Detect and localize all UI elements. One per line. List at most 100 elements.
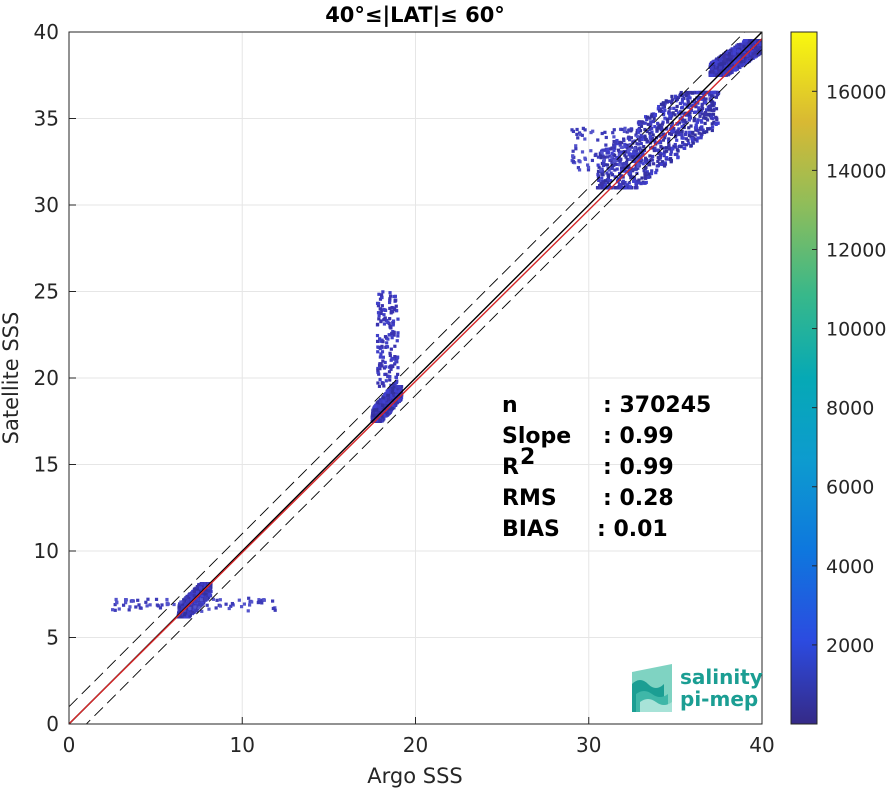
density-cell: [230, 601, 235, 606]
density-cell: [376, 345, 380, 349]
density-cell: [695, 120, 699, 125]
y-tick-label: 20: [34, 366, 59, 390]
colorbar-tick-label: 4000: [826, 556, 874, 578]
density-cell: [598, 183, 602, 188]
density-cell: [628, 185, 632, 189]
density-cell: [623, 126, 627, 130]
density-cell: [638, 138, 642, 142]
density-cell: [745, 53, 749, 57]
density-cell: [663, 136, 667, 140]
density-cell: [710, 115, 714, 119]
density-cell: [636, 130, 641, 134]
density-cell: [643, 121, 647, 125]
density-cell: [660, 162, 664, 167]
density-cell: [651, 154, 655, 159]
density-cell: [618, 163, 622, 167]
density-cell: [389, 347, 393, 351]
density-cell: [575, 127, 579, 132]
density-cell: [199, 598, 203, 602]
density-cell: [634, 186, 638, 190]
density-cell: [710, 125, 715, 129]
density-cell: [680, 118, 684, 122]
y-tick-label: 5: [46, 626, 59, 650]
density-cell: [134, 605, 138, 609]
density-cell: [710, 73, 714, 77]
density-cell: [689, 124, 693, 128]
density-cell: [676, 129, 680, 133]
density-cell: [619, 166, 624, 170]
density-cell: [727, 61, 732, 65]
density-cell: [660, 125, 664, 129]
density-cell: [689, 104, 693, 108]
density-cell: [739, 54, 743, 59]
stat-superscript: 2: [520, 445, 535, 470]
density-cell: [200, 582, 204, 586]
density-cell: [650, 169, 654, 173]
density-cell: [700, 120, 704, 124]
density-cell: [623, 153, 627, 157]
density-cell: [392, 294, 396, 299]
density-cell: [659, 102, 664, 106]
density-cell: [387, 333, 391, 337]
density-cell: [388, 378, 392, 382]
density-cell: [634, 183, 639, 187]
density-cell: [661, 138, 665, 142]
stat-label: BIAS: [502, 517, 560, 542]
density-cell: [375, 333, 380, 338]
density-cell: [628, 171, 632, 175]
density-cell: [183, 611, 188, 615]
density-cell: [381, 290, 385, 294]
density-cell: [380, 350, 385, 354]
density-cell: [622, 169, 626, 173]
density-cell: [629, 154, 633, 159]
density-cell: [653, 125, 657, 129]
density-cell: [717, 68, 721, 72]
density-cell: [391, 319, 396, 323]
density-cell: [717, 63, 721, 67]
density-cell: [271, 599, 275, 603]
density-cell: [683, 132, 688, 137]
density-cell: [382, 307, 386, 312]
density-cell: [603, 179, 608, 183]
density-cell: [637, 181, 641, 185]
density-cell: [602, 156, 606, 160]
density-cell: [195, 597, 200, 601]
density-cell: [600, 131, 604, 136]
density-cell: [625, 157, 629, 162]
density-cell: [613, 168, 617, 172]
density-cell: [674, 108, 678, 112]
density-cell: [197, 595, 201, 599]
density-cell: [379, 293, 384, 297]
density-cell: [590, 158, 595, 163]
density-cell: [656, 121, 660, 125]
density-cell: [687, 93, 691, 98]
density-cell: [632, 151, 637, 155]
density-cell: [694, 110, 698, 114]
density-cell: [701, 128, 705, 132]
density-cell: [204, 596, 209, 601]
density-cell: [622, 129, 626, 134]
density-cell: [698, 95, 703, 100]
density-cell: [378, 337, 382, 341]
density-cell: [580, 150, 585, 154]
density-cell: [636, 128, 641, 132]
density-cell: [145, 604, 149, 608]
density-cell: [624, 161, 628, 166]
density-cell: [137, 603, 141, 607]
y-tick-label: 30: [34, 193, 59, 217]
density-cell: [750, 50, 754, 54]
density-cell: [684, 137, 689, 141]
density-cell: [714, 107, 719, 111]
density-cell: [618, 161, 622, 165]
density-cell: [734, 57, 739, 61]
density-cell: [577, 168, 582, 172]
density-cell: [388, 364, 393, 368]
density-cell: [618, 140, 622, 144]
density-cell: [218, 604, 223, 608]
density-cell: [756, 49, 760, 53]
density-cell: [237, 598, 241, 602]
density-cell: [185, 601, 189, 606]
density-cell: [704, 112, 708, 116]
density-cell: [677, 121, 682, 125]
density-cell: [394, 309, 399, 313]
